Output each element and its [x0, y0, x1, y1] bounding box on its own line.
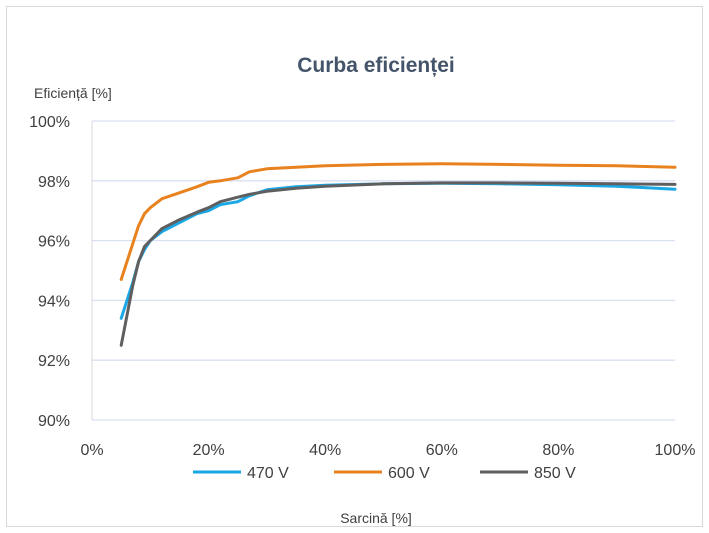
x-tick-label: 100% [655, 442, 696, 459]
y-tick-label: 98% [38, 174, 70, 191]
x-tick-label: 0% [80, 442, 103, 459]
x-tick-label: 20% [193, 442, 225, 459]
y-tick-label: 94% [38, 293, 70, 310]
y-tick-label: 90% [38, 413, 70, 430]
legend-label: 850 V [534, 465, 576, 482]
x-axis-label: Sarcină [%] [340, 510, 412, 526]
x-tick-label: 80% [542, 442, 574, 459]
series-line-470v [119, 181, 677, 320]
legend-label: 470 V [247, 465, 289, 482]
series-line-850v [119, 181, 677, 347]
x-tick-label: 40% [309, 442, 341, 459]
series-line-600v [119, 162, 677, 281]
chart-title: Curba eficienței [297, 54, 455, 77]
legend-label: 600 V [388, 465, 430, 482]
chart-frame [6, 6, 703, 527]
x-tick-label: 60% [426, 442, 458, 459]
y-tick-label: 92% [38, 353, 70, 370]
y-axis-label: Eficiență [%] [34, 85, 112, 101]
y-tick-label: 96% [38, 234, 70, 251]
y-tick-label: 100% [29, 114, 70, 131]
